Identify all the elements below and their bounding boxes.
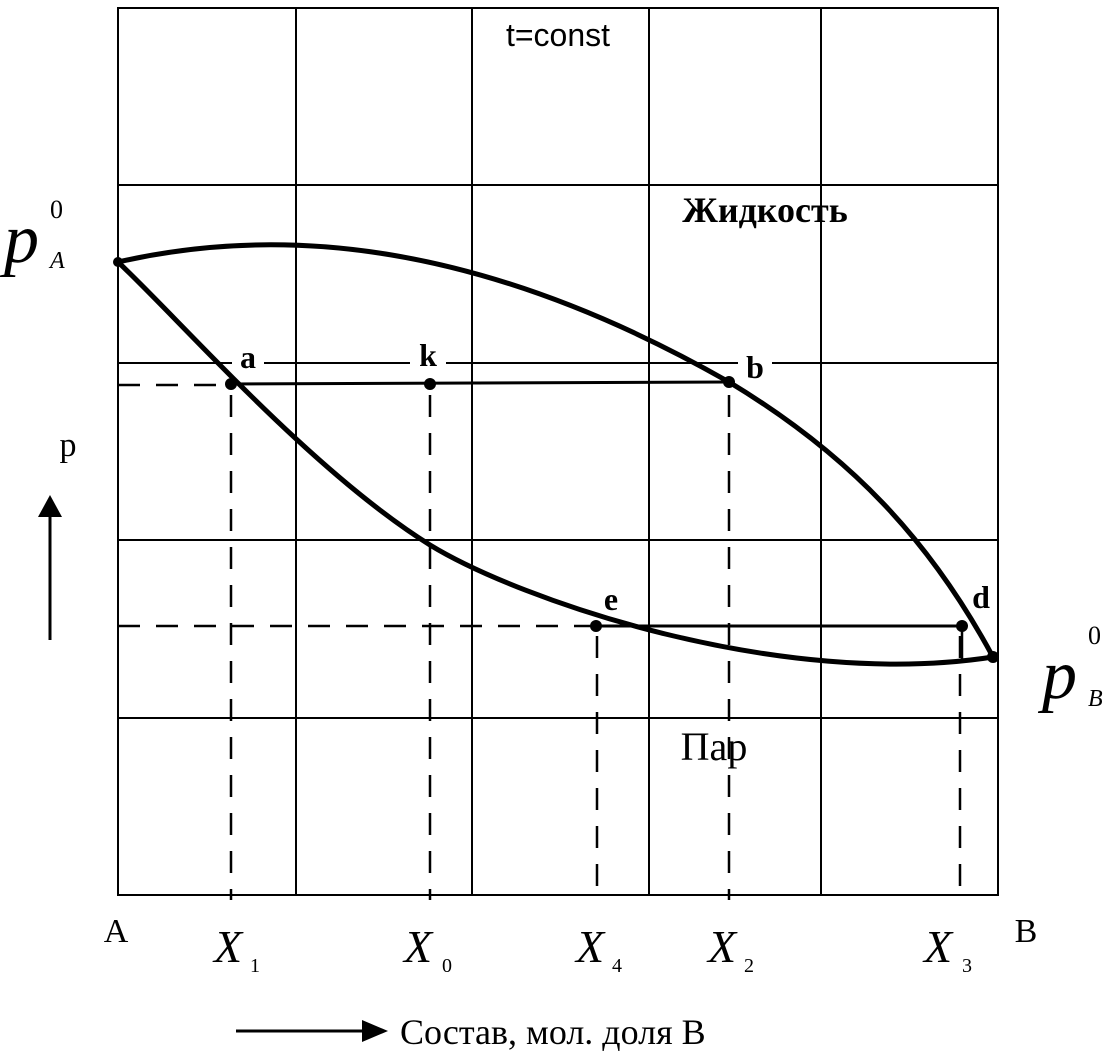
x0-letter: X [402, 921, 434, 972]
x2-letter: X [706, 921, 738, 972]
liquid-curve [117, 242, 996, 659]
pA0-subscript: A [48, 248, 65, 274]
pB0-subscript: B [1088, 686, 1103, 712]
label-e: e [604, 581, 618, 617]
point-b [723, 376, 735, 388]
x-axis-left-label: A [104, 913, 129, 950]
x-axis-arrow-icon [362, 1020, 388, 1042]
tie-line-akb [230, 380, 730, 386]
label-gap [232, 350, 264, 378]
grid [117, 7, 999, 896]
points [113, 257, 999, 663]
plot-frame [117, 7, 999, 896]
label-gap [410, 338, 446, 378]
composition-x1: X 1 [212, 921, 260, 977]
vapor-curve [116, 260, 994, 667]
x4-sub: 4 [612, 955, 622, 977]
x3-letter: X [922, 921, 954, 972]
x4-letter: X [574, 921, 606, 972]
label-a: a [240, 339, 256, 375]
x3-sub: 3 [962, 955, 972, 977]
x-axis-label: Состав, мол. доля В [400, 1012, 706, 1052]
x-axis-right-label: B [1015, 913, 1038, 950]
chart-title: t=const [506, 17, 610, 53]
pB0-symbol: p [1037, 637, 1077, 714]
label-k: k [419, 337, 437, 373]
x1-letter: X [212, 921, 244, 972]
pA0-label: p 0 A [0, 195, 65, 278]
label-d: d [972, 579, 990, 615]
composition-x4: X 4 [574, 921, 622, 977]
y-axis-arrow-icon [38, 495, 62, 517]
pB0-label: p 0 B [1037, 621, 1103, 714]
point-k [424, 378, 436, 390]
liquid-region-label: Жидкость [682, 190, 848, 230]
point-pB [987, 651, 999, 663]
point-e [590, 620, 602, 632]
pA0-symbol: p [0, 201, 39, 278]
label-gap [738, 350, 772, 378]
point-a [225, 378, 237, 390]
composition-x2: X 2 [706, 921, 754, 977]
label-b: b [746, 349, 764, 385]
composition-x3: X 3 [922, 921, 972, 977]
y-axis-label: p [60, 427, 77, 464]
x2-sub: 2 [744, 955, 754, 977]
pB0-superscript: 0 [1088, 621, 1101, 650]
point-pA [113, 257, 123, 267]
dashed-lines [118, 383, 962, 900]
composition-x0: X 0 [402, 921, 452, 977]
x0-sub: 0 [442, 955, 452, 977]
point-d [956, 620, 968, 632]
vapor-region-label: Пар [681, 724, 748, 769]
x1-sub: 1 [250, 955, 260, 977]
pA0-superscript: 0 [50, 195, 63, 224]
